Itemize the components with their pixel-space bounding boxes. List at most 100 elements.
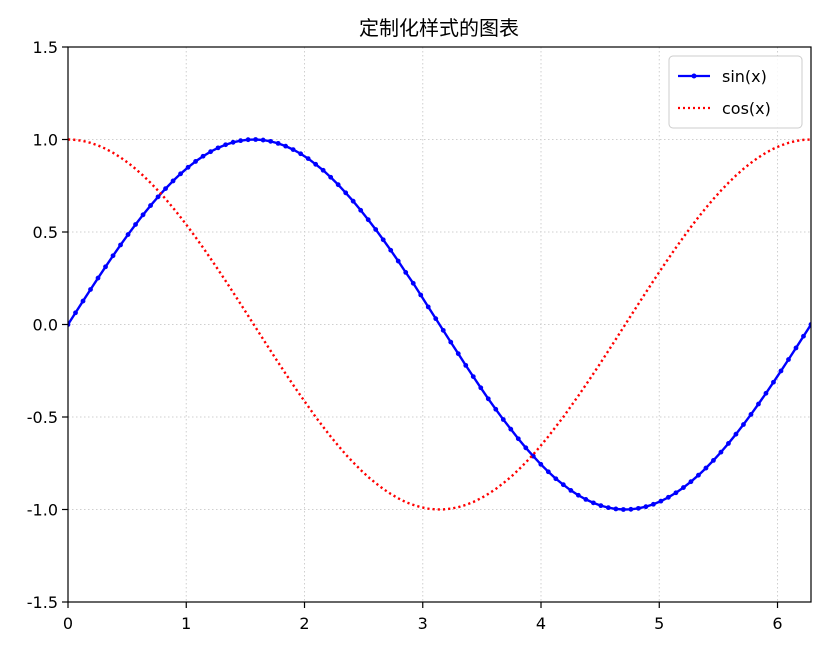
data-point (380, 237, 386, 243)
data-point (470, 374, 476, 380)
data-point (215, 145, 221, 151)
data-point (335, 182, 341, 188)
data-point (703, 465, 709, 471)
data-point (223, 142, 229, 148)
data-point (741, 422, 746, 427)
legend-marker-sin (691, 73, 697, 79)
data-point (778, 368, 784, 374)
data-point (538, 461, 544, 467)
data-point (620, 507, 626, 512)
data-point (771, 379, 776, 385)
data-point (133, 222, 138, 227)
data-point (455, 351, 461, 357)
x-tick-label: 3 (418, 614, 428, 633)
data-point (358, 207, 364, 213)
data-point (448, 339, 454, 345)
data-point (373, 227, 379, 232)
data-point (95, 275, 101, 281)
data-point (305, 156, 311, 161)
data-point (410, 280, 416, 286)
data-point (793, 345, 799, 351)
data-point (545, 469, 551, 475)
data-point (463, 362, 469, 368)
data-point (185, 164, 191, 170)
y-tick-label: 1.5 (33, 38, 58, 57)
data-point (350, 198, 356, 204)
data-point (726, 441, 731, 446)
y-tick-label: -0.5 (27, 408, 58, 427)
data-point (140, 212, 146, 218)
data-point (493, 406, 499, 412)
series-line-cos (68, 138, 811, 511)
data-point (163, 186, 168, 192)
data-point (178, 171, 183, 177)
data-point (478, 385, 484, 391)
data-point (275, 140, 281, 146)
data-point (688, 479, 694, 485)
x-tick-label: 6 (772, 614, 782, 633)
data-point (80, 298, 86, 304)
legend-label-cos: cos(x) (722, 99, 771, 118)
y-tick-label: 0.5 (33, 223, 58, 242)
data-point (425, 304, 431, 310)
chart-title: 定制化样式的图表 (359, 16, 519, 40)
data-point (613, 506, 619, 512)
x-tick-label: 1 (181, 614, 191, 633)
y-tick-label: -1.0 (27, 501, 58, 520)
data-point (568, 488, 574, 493)
data-point (658, 498, 664, 504)
data-point (635, 505, 641, 511)
data-point (418, 292, 424, 298)
data-point (238, 138, 244, 144)
legend-label-sin: sin(x) (722, 67, 767, 86)
data-point (230, 139, 236, 145)
data-point (515, 436, 521, 442)
data-point (253, 137, 259, 142)
data-point (763, 390, 769, 396)
legend-box (668, 55, 803, 129)
data-point (320, 167, 326, 173)
data-point (605, 505, 611, 511)
data-point (485, 396, 491, 402)
y-axis: -1.5 -1.0 -0.5 0.0 0.5 1.0 1.5 (27, 38, 68, 612)
data-point (560, 482, 566, 488)
data-point (118, 242, 123, 248)
data-point (433, 316, 439, 322)
data-point (155, 194, 161, 200)
data-point (583, 497, 589, 502)
data-point (590, 500, 596, 506)
data-point (801, 333, 806, 339)
data-point (718, 449, 724, 455)
data-point (268, 138, 274, 144)
x-tick-label: 2 (299, 614, 309, 633)
data-point (500, 417, 506, 422)
data-point (628, 506, 634, 512)
data-point (298, 151, 304, 157)
data-point (786, 357, 791, 362)
data-point (193, 159, 198, 164)
series-layer (68, 137, 811, 512)
data-point (666, 494, 671, 500)
x-axis: 0 1 2 3 4 5 6 (63, 602, 783, 633)
data-point (403, 269, 409, 275)
data-point (170, 178, 176, 184)
data-point (388, 247, 394, 253)
x-tick-label: 0 (63, 614, 73, 633)
data-point (208, 149, 214, 155)
data-point (290, 147, 296, 153)
data-point (103, 264, 108, 270)
data-point (328, 174, 334, 180)
data-point (283, 143, 289, 149)
series-line-sin (68, 138, 811, 511)
data-point (110, 253, 116, 259)
data-point (148, 203, 153, 208)
data-point (575, 492, 581, 498)
legend: sin(x) cos(x) (668, 55, 803, 129)
data-point (73, 310, 78, 316)
data-point (200, 153, 206, 159)
data-point (440, 327, 446, 333)
data-point (643, 504, 649, 510)
data-point (733, 431, 739, 437)
y-tick-label: 0.0 (33, 316, 58, 335)
